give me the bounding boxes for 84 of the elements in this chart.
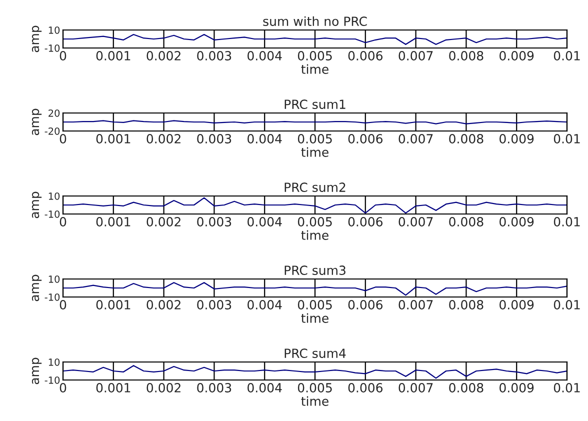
x-tick-label: 0.009 bbox=[500, 134, 534, 144]
x-tick-label: 0.01 bbox=[554, 51, 580, 60]
x-tick-label: 0.009 bbox=[500, 383, 534, 392]
x-tick-label: 0.008 bbox=[449, 383, 484, 392]
x-axis-title: time bbox=[301, 396, 328, 406]
x-tick-label: 0.006 bbox=[348, 134, 383, 144]
y-tick-label: -20 bbox=[44, 127, 60, 135]
x-tick-label: 0.007 bbox=[398, 300, 433, 310]
line-series bbox=[63, 197, 567, 214]
x-tick-label: 0.009 bbox=[500, 51, 534, 60]
y-tick-label: -10 bbox=[44, 44, 60, 52]
x-axis-title: time bbox=[301, 230, 328, 240]
x-axis-title: time bbox=[301, 64, 328, 74]
x-tick-label: 0.008 bbox=[449, 300, 484, 310]
x-tick-label: 0.003 bbox=[197, 300, 232, 310]
y-tick-label: 10 bbox=[48, 275, 60, 283]
x-tick-label: 0.004 bbox=[248, 383, 282, 392]
line-series bbox=[63, 34, 567, 45]
x-tick-label: 0.002 bbox=[146, 383, 180, 392]
x-tick-label: 0 bbox=[60, 134, 66, 144]
line-series bbox=[63, 282, 567, 296]
x-tick-label: 0.005 bbox=[298, 300, 332, 310]
x-tick-label: 0.005 bbox=[298, 51, 332, 60]
x-tick-label: 0.002 bbox=[146, 300, 180, 310]
x-tick-label: 0.003 bbox=[197, 51, 232, 60]
x-tick-label: 0.008 bbox=[449, 134, 484, 144]
x-tick-label: 0.006 bbox=[348, 217, 383, 226]
chart-title: PRC sum2 bbox=[284, 182, 346, 192]
y-tick-label: 10 bbox=[48, 192, 60, 200]
y-axis-title: amp bbox=[32, 108, 42, 136]
x-tick-label: 0.007 bbox=[398, 51, 433, 60]
chart-title: PRC sum1 bbox=[284, 100, 346, 110]
x-tick-label: 0.007 bbox=[398, 134, 433, 144]
x-tick-label: 0.01 bbox=[554, 217, 580, 226]
x-tick-label: 0.006 bbox=[348, 300, 383, 310]
y-axis-title: amp bbox=[32, 274, 42, 302]
y-tick-label: 10 bbox=[48, 26, 60, 34]
x-tick-label: 0.003 bbox=[197, 134, 232, 144]
y-axis-title: amp bbox=[32, 358, 42, 384]
x-tick-label: 0 bbox=[60, 383, 66, 392]
x-tick-label: 0.003 bbox=[197, 217, 232, 226]
x-tick-label: 0.002 bbox=[146, 134, 180, 144]
x-tick-label: 0.006 bbox=[348, 383, 383, 392]
x-tick-label: 0.003 bbox=[197, 383, 232, 392]
x-tick-label: 0.002 bbox=[146, 217, 180, 226]
x-tick-label: 0.005 bbox=[298, 383, 332, 392]
x-tick-label: 0.01 bbox=[554, 383, 580, 392]
x-tick-label: 0 bbox=[60, 217, 66, 226]
chart-title: PRC sum4 bbox=[284, 348, 346, 358]
x-tick-label: 0.001 bbox=[96, 300, 130, 310]
x-tick-label: 0.005 bbox=[298, 217, 332, 226]
x-tick-label: 0.01 bbox=[554, 300, 580, 310]
y-tick-label: 10 bbox=[48, 358, 60, 366]
x-tick-label: 0.001 bbox=[96, 51, 130, 60]
chart-title: PRC sum3 bbox=[284, 266, 346, 276]
chart-title: sum with no PRC bbox=[263, 16, 367, 26]
x-tick-label: 0.009 bbox=[500, 217, 534, 226]
x-tick-label: 0.001 bbox=[96, 383, 130, 392]
y-axis-title: amp bbox=[32, 26, 42, 52]
x-tick-label: 0.009 bbox=[500, 300, 534, 310]
x-tick-label: 0.001 bbox=[96, 134, 130, 144]
x-tick-label: 0.008 bbox=[449, 51, 484, 60]
line-series bbox=[63, 365, 567, 379]
x-tick-label: 0.007 bbox=[398, 383, 433, 392]
x-tick-label: 0.005 bbox=[298, 134, 332, 144]
x-tick-label: 0.004 bbox=[248, 51, 282, 60]
y-tick-label: -10 bbox=[44, 376, 60, 384]
y-tick-label: -10 bbox=[44, 210, 60, 218]
x-tick-label: 0 bbox=[60, 51, 66, 60]
x-tick-label: 0.01 bbox=[554, 134, 580, 144]
y-axis-title: amp bbox=[32, 192, 42, 218]
x-axis-title: time bbox=[301, 313, 328, 323]
x-tick-label: 0.004 bbox=[248, 300, 282, 310]
y-tick-label: -10 bbox=[44, 293, 60, 301]
x-axis-title: time bbox=[301, 147, 328, 157]
x-tick-label: 0.008 bbox=[449, 217, 484, 226]
x-tick-label: 0.004 bbox=[248, 134, 282, 144]
x-tick-label: 0.006 bbox=[348, 51, 383, 60]
x-tick-label: 0.001 bbox=[96, 217, 130, 226]
x-tick-label: 0.007 bbox=[398, 217, 433, 226]
x-tick-label: 0 bbox=[60, 300, 66, 310]
y-tick-label: 20 bbox=[48, 109, 60, 117]
x-tick-label: 0.002 bbox=[146, 51, 180, 60]
x-tick-label: 0.004 bbox=[248, 217, 282, 226]
